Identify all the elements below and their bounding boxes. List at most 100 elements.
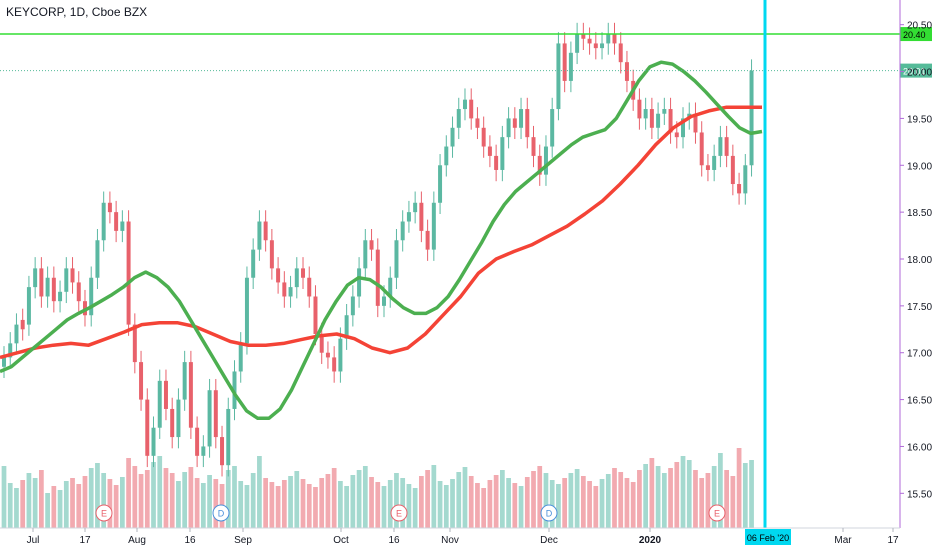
candle-body	[301, 268, 306, 278]
y-tick-label: 17.00	[907, 349, 932, 360]
candle-body	[375, 249, 380, 306]
candle-body	[195, 427, 200, 456]
chart-title: KEYCORP, 1D, Cboe BZX	[6, 5, 148, 19]
volume-bar	[169, 473, 175, 528]
earnings-marker	[708, 504, 726, 522]
volume-bar	[680, 456, 686, 528]
candle-body	[307, 277, 312, 297]
volume-bar	[1, 466, 7, 528]
ma-slow-line	[0, 105, 762, 360]
candle-body	[95, 240, 100, 278]
dividend-marker	[540, 504, 558, 522]
volume-bar	[443, 485, 449, 528]
volume-bar	[481, 488, 487, 528]
volume-bar	[82, 476, 88, 528]
candle-body	[456, 109, 461, 128]
candle-body	[2, 357, 6, 367]
volume-bar	[14, 488, 19, 528]
candle-body	[743, 165, 748, 194]
volume-bar	[630, 482, 636, 528]
candle-body	[8, 343, 13, 358]
candle-body	[319, 333, 324, 353]
volume-bar	[419, 476, 424, 528]
candle-body	[581, 34, 586, 39]
y-tick-label: 17.50	[907, 302, 932, 313]
volume-bar	[406, 484, 412, 528]
candle-body	[606, 34, 611, 44]
volume-bar	[182, 472, 188, 528]
candle-body	[151, 427, 156, 456]
resistance-label-bg	[900, 27, 932, 42]
volume-bar	[188, 467, 194, 528]
volume-bar	[138, 474, 144, 528]
volume-bar	[238, 481, 244, 528]
volume-bar	[462, 467, 468, 528]
candle-body	[730, 155, 735, 185]
candle-body	[313, 296, 318, 334]
candle-body	[369, 240, 374, 250]
candle-body	[114, 212, 119, 231]
candle-body	[382, 296, 386, 306]
candle-body	[182, 362, 187, 400]
volume-bar	[32, 478, 38, 528]
volume-bar	[400, 478, 406, 528]
candle-body	[388, 277, 393, 297]
volume-bar	[250, 473, 256, 528]
x-tick-label: Dec	[540, 535, 558, 546]
volume-bar	[543, 473, 549, 528]
volume-bar	[450, 479, 455, 528]
indicator-lines	[0, 60, 763, 421]
candle-body	[39, 268, 44, 297]
candle-body	[107, 202, 112, 213]
candle-body	[201, 446, 206, 456]
candle-body	[593, 43, 598, 49]
candle-body	[226, 408, 231, 466]
volume-bar	[76, 484, 82, 528]
volume-bar	[300, 479, 306, 528]
volume-bar	[70, 478, 75, 528]
candle-body	[656, 113, 661, 128]
candle-body	[145, 399, 150, 456]
volume-bar	[95, 463, 100, 528]
candle-body	[724, 137, 729, 156]
candle-body	[244, 277, 249, 344]
candle-body	[525, 109, 530, 138]
volume-bar	[749, 460, 754, 528]
volume-bar	[593, 486, 599, 528]
volume-bar	[225, 470, 231, 528]
volume-bar	[718, 453, 723, 528]
volume-bars	[1, 448, 754, 528]
volume-bar	[518, 486, 524, 528]
candle-body	[51, 277, 56, 302]
volume-bar	[730, 476, 736, 528]
volume-bar	[313, 487, 318, 528]
volume-bar	[674, 462, 680, 528]
event-marker-label: D	[218, 509, 225, 519]
volume-bar	[126, 458, 131, 528]
x-tick-label: 16	[388, 535, 400, 546]
event-marker-label: E	[714, 509, 720, 519]
candle-body	[120, 221, 125, 231]
volume-bar	[244, 485, 250, 528]
y-tick-label: 19.50	[907, 114, 932, 125]
candle-body	[481, 127, 486, 147]
candle-body	[475, 118, 480, 128]
candle-body	[406, 212, 411, 222]
volume-bar	[605, 474, 611, 528]
y-tick-label: 16.50	[907, 396, 932, 407]
volume-bar	[568, 473, 574, 528]
volume-bar	[362, 466, 368, 528]
volume-bar	[151, 462, 156, 528]
volume-bar	[157, 456, 163, 528]
candle-body	[543, 146, 548, 175]
volume-bar	[39, 470, 44, 528]
volume-bar	[437, 481, 443, 528]
candle-body	[170, 408, 175, 438]
y-tick-label: 20.00	[907, 68, 932, 79]
volume-bar	[661, 473, 667, 528]
candles[interactable]	[2, 22, 754, 477]
volume-bar	[468, 476, 474, 528]
